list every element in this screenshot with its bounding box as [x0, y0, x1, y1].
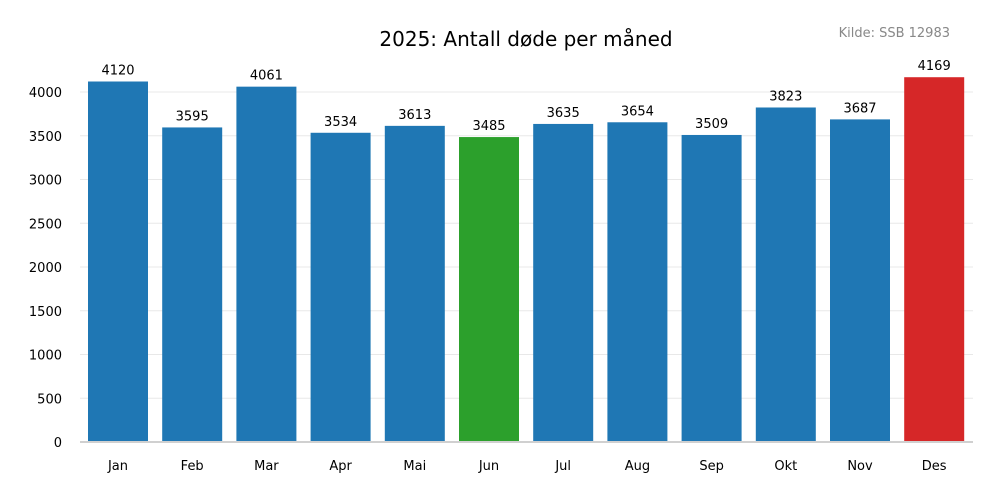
- x-tick-label-jul: Jul: [554, 459, 571, 474]
- source-note: Kilde: SSB 12983: [839, 26, 950, 41]
- data-label-aug: 3654: [621, 104, 654, 119]
- y-tick-label: 1000: [29, 349, 62, 364]
- data-label-nov: 3687: [843, 101, 876, 116]
- bar-jun: [459, 137, 519, 442]
- y-tick-label: 2500: [29, 217, 62, 232]
- x-tick-label-aug: Aug: [625, 459, 650, 474]
- bar-apr: [310, 132, 371, 442]
- bars: [88, 77, 965, 443]
- bar-jan: [88, 81, 148, 442]
- bar-nov: [830, 119, 890, 442]
- data-labels: 4120 3595 4061 3534 3613 3485 3635 3654 3509 3823…: [101, 59, 950, 134]
- data-label-jul: 3635: [547, 106, 580, 121]
- x-tick-label-des: Des: [922, 459, 947, 474]
- y-tick-label: 3500: [29, 130, 62, 145]
- gridlines: [80, 91, 973, 399]
- x-axis-ticks: Jan Feb Mar Apr Mai Jun Jul Aug Sep Okt Nov Des: [107, 459, 947, 474]
- bar-sep: [681, 134, 742, 442]
- bar-mar: [236, 86, 297, 442]
- x-tick-label-jun: Jun: [478, 459, 499, 474]
- data-label-mai: 3613: [398, 108, 431, 123]
- bar-jul: [533, 123, 594, 442]
- y-axis-ticks: 0 500 1000 1500 2000 2500 3000 3500 4000: [29, 86, 62, 451]
- bar-feb: [162, 127, 223, 442]
- data-label-feb: 3595: [176, 109, 209, 124]
- chart-title: 2025: Antall døde per måned: [379, 27, 672, 51]
- x-tick-label-mar: Mar: [254, 459, 279, 474]
- bar-okt: [755, 107, 816, 443]
- x-tick-label-okt: Okt: [774, 459, 797, 474]
- data-label-des: 4169: [918, 59, 951, 74]
- data-label-okt: 3823: [769, 89, 802, 104]
- data-label-jun: 3485: [472, 119, 505, 134]
- data-label-apr: 3534: [324, 115, 357, 130]
- y-tick-label: 4000: [29, 86, 62, 101]
- y-tick-label: 0: [54, 436, 62, 451]
- y-tick-label: 1500: [29, 305, 62, 320]
- data-label-sep: 3509: [695, 117, 728, 132]
- x-tick-label-sep: Sep: [699, 459, 724, 474]
- x-tick-label-mai: Mai: [403, 459, 426, 474]
- x-tick-label-jan: Jan: [107, 459, 128, 474]
- y-tick-label: 3000: [29, 174, 62, 189]
- y-tick-label: 2000: [29, 261, 62, 276]
- data-label-mar: 4061: [250, 69, 283, 84]
- y-tick-label: 500: [37, 392, 62, 407]
- x-tick-label-nov: Nov: [847, 459, 873, 474]
- bar-aug: [607, 122, 668, 443]
- bar-des: [904, 77, 965, 443]
- bar-mai: [384, 125, 445, 443]
- x-tick-label-apr: Apr: [329, 459, 352, 474]
- data-label-jan: 4120: [101, 64, 134, 79]
- x-tick-label-feb: Feb: [181, 459, 204, 474]
